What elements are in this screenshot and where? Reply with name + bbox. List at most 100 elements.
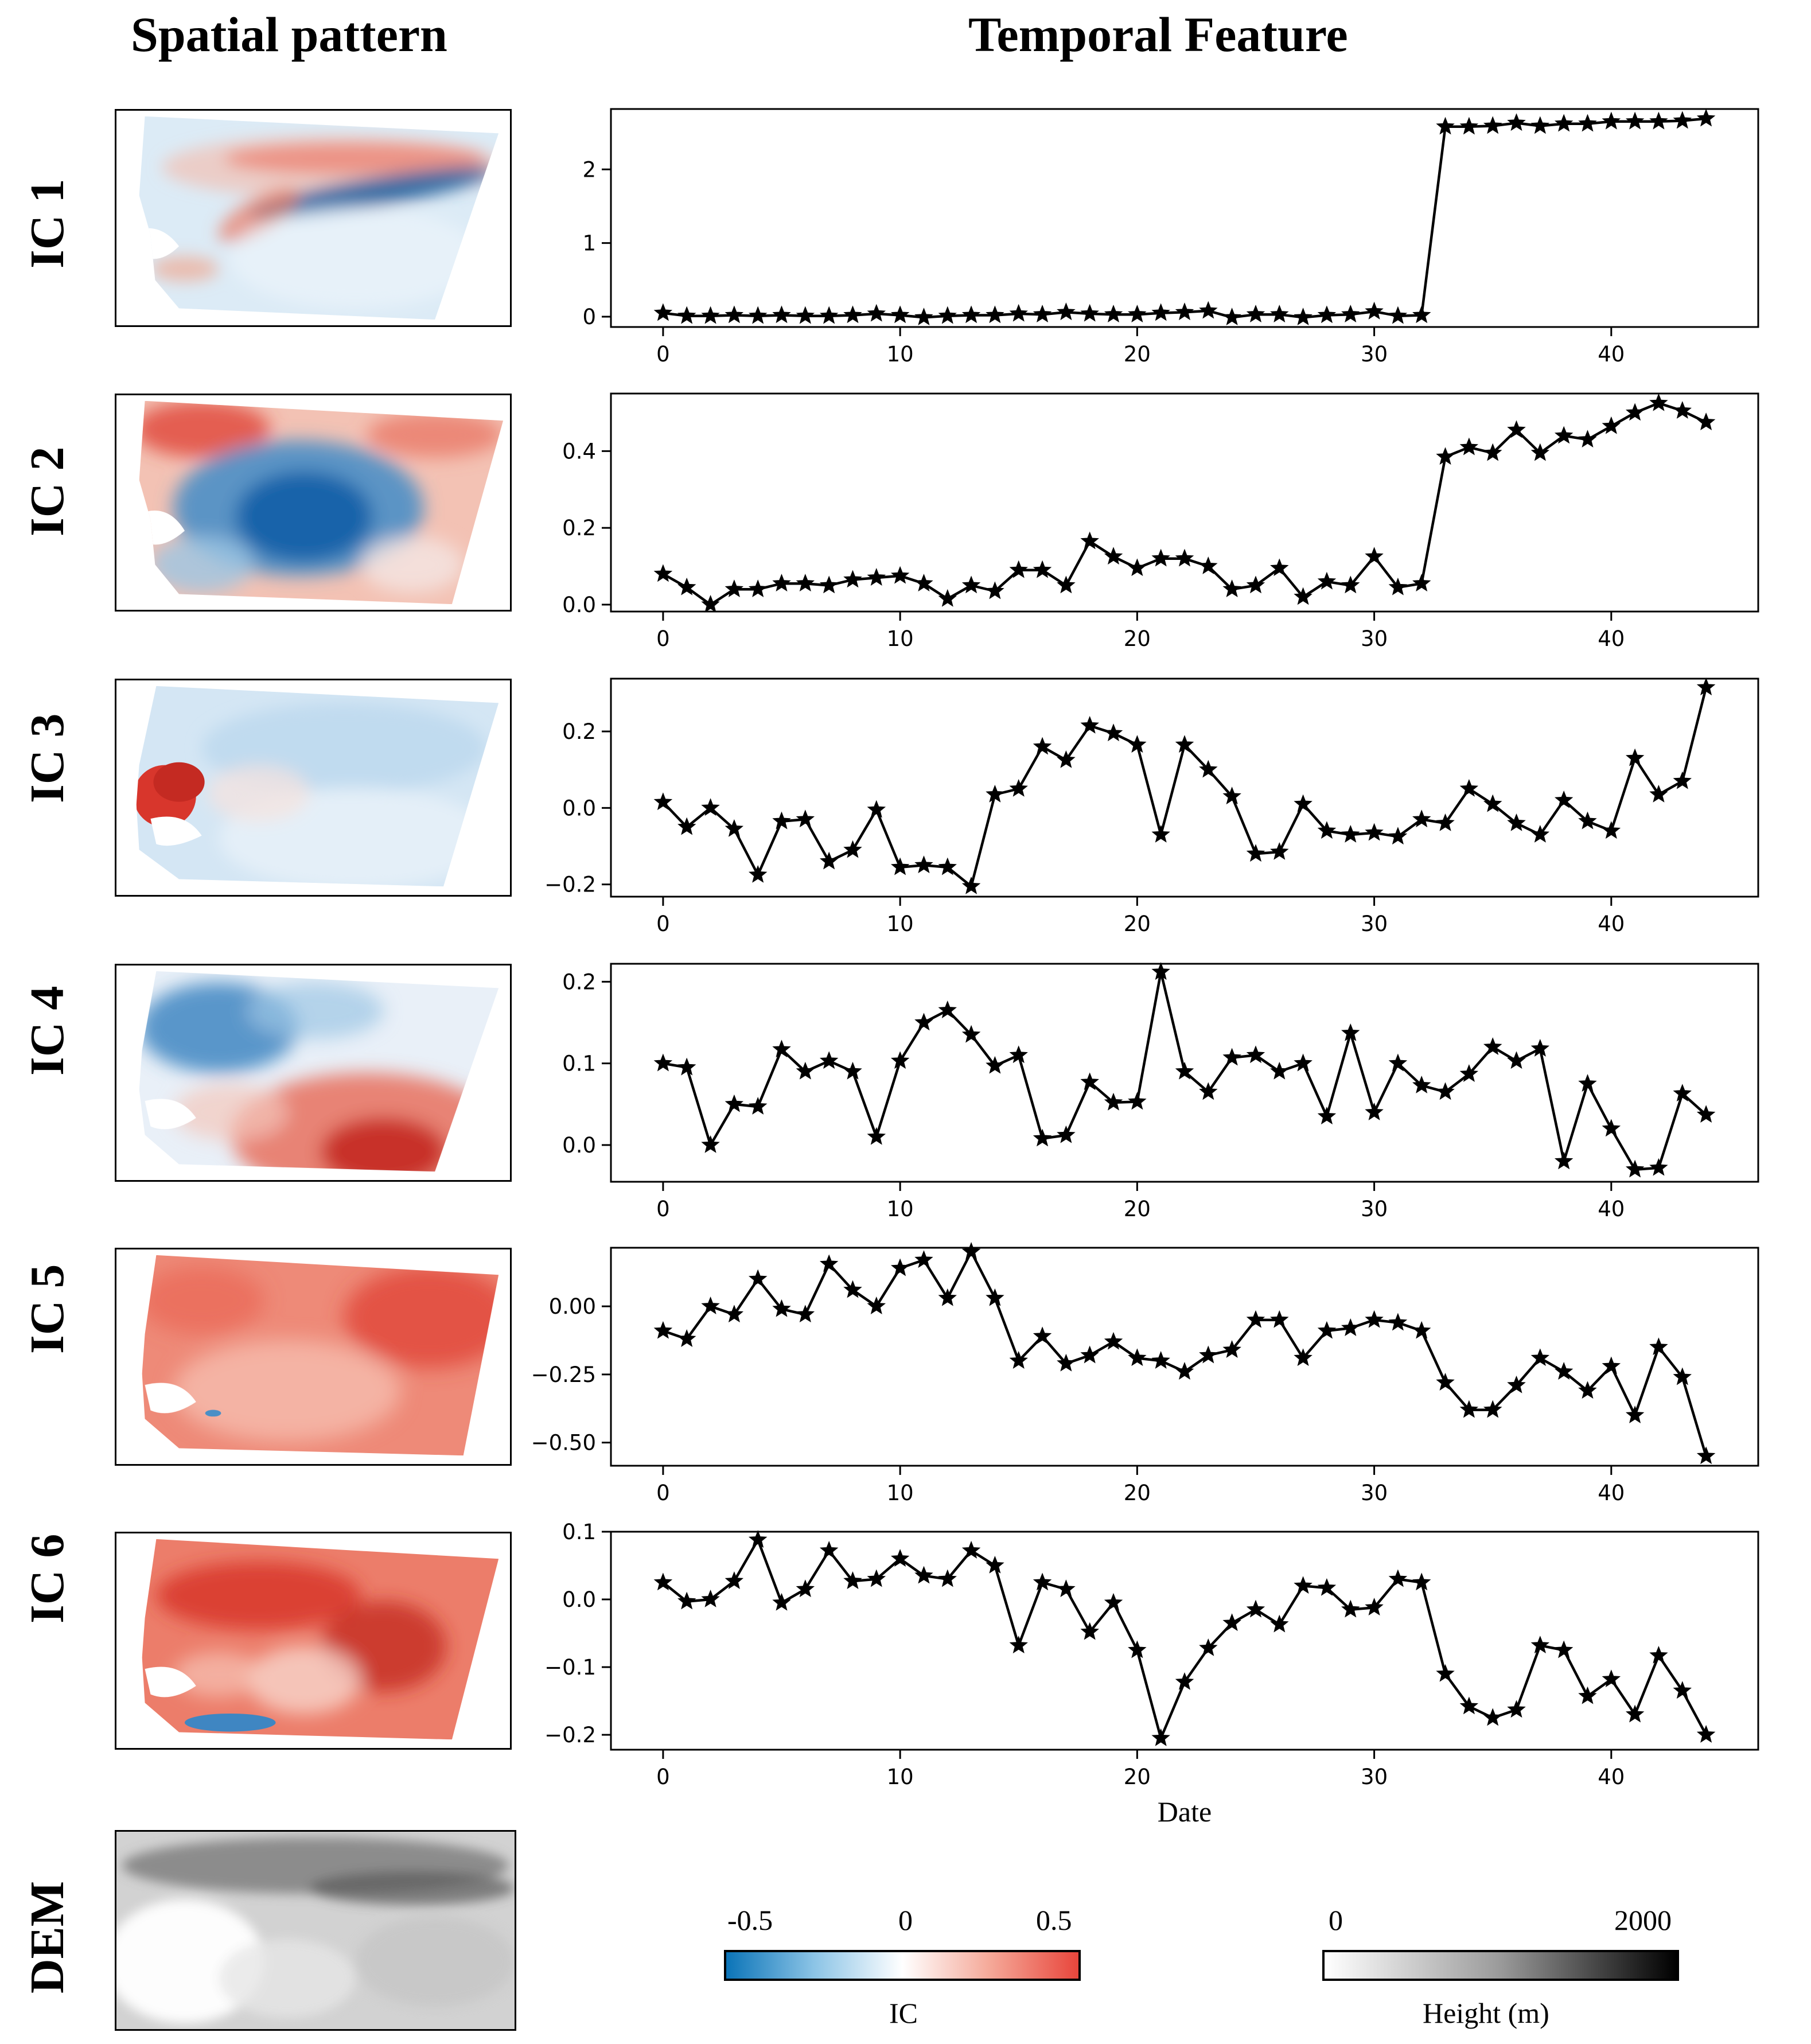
data-point	[1578, 1074, 1597, 1092]
x-tick-label: 20	[1124, 1197, 1151, 1221]
data-point	[1294, 1576, 1313, 1594]
chart-frame	[610, 1531, 1759, 1751]
data-point	[1175, 1672, 1194, 1690]
data-point	[1673, 1367, 1692, 1385]
spatial-map-ic4	[115, 964, 512, 1182]
data-point	[1294, 1348, 1313, 1366]
data-point	[748, 1269, 768, 1287]
data-point	[1009, 303, 1028, 322]
data-point	[961, 1242, 981, 1260]
data-point	[914, 1250, 933, 1268]
data-point	[1673, 111, 1692, 129]
data-point	[938, 1569, 957, 1587]
data-point	[677, 1329, 696, 1347]
data-point	[1673, 771, 1692, 789]
data-point	[1554, 1362, 1574, 1380]
data-point	[1625, 748, 1645, 766]
data-point	[1009, 1045, 1028, 1064]
data-point	[961, 1540, 981, 1559]
data-point	[1649, 1158, 1668, 1176]
temporal-chart-ic4: 0.0 0.1 0.2 0 10 20 30 40	[562, 962, 1759, 1221]
data-point	[1602, 416, 1621, 434]
data-point	[1199, 1638, 1218, 1656]
data-point	[961, 876, 981, 894]
data-point	[1602, 111, 1621, 130]
data-point	[1222, 787, 1241, 805]
data-point	[653, 1572, 673, 1591]
chart-frame	[610, 678, 1759, 898]
data-point	[1602, 1119, 1621, 1137]
series-line	[662, 402, 1707, 606]
x-tick-label: 30	[1361, 1197, 1388, 1221]
data-point	[1104, 723, 1123, 742]
data-point	[1080, 1345, 1099, 1364]
data-point	[1246, 1310, 1265, 1328]
data-point	[1436, 116, 1455, 135]
data-point	[748, 579, 768, 597]
data-point	[1009, 1351, 1028, 1369]
data-point	[867, 1297, 886, 1314]
data-point	[653, 564, 673, 582]
data-point	[1270, 558, 1289, 577]
data-point	[1388, 1313, 1408, 1331]
y-tick-label: 0.2	[562, 516, 596, 540]
data-point	[1270, 1614, 1289, 1633]
series-line	[663, 117, 1707, 319]
data-point	[1365, 547, 1384, 565]
data-point	[1696, 1724, 1716, 1743]
data-point	[1222, 1613, 1241, 1632]
data-point	[1057, 1125, 1076, 1143]
x-tick-label: 40	[1598, 912, 1625, 936]
ic-colorbar-tick-zero: 0	[898, 1904, 913, 1936]
x-tick-label: 10	[887, 1197, 914, 1221]
ic-colorbar-tick-neg: -0.5	[727, 1904, 773, 1936]
data-point	[938, 857, 957, 875]
data-point	[1128, 1348, 1147, 1366]
data-point	[1365, 1598, 1384, 1615]
data-point	[1507, 1051, 1526, 1069]
data-point	[1365, 1102, 1384, 1120]
y-tick-label: 1	[582, 231, 596, 256]
data-point	[1649, 784, 1668, 803]
data-point	[1128, 558, 1147, 577]
data-point	[772, 1593, 791, 1611]
data-point	[961, 575, 981, 594]
x-tick-label: 10	[887, 626, 914, 651]
y-tick-label: 2	[582, 157, 596, 182]
data-point	[1151, 548, 1170, 567]
data-point	[1625, 1406, 1645, 1423]
data-point	[725, 1571, 744, 1589]
temporal-chart-ic3: −0.2 0.0 0.2 0 10 20 30 40	[544, 678, 1759, 936]
data-point	[1246, 844, 1265, 862]
data-point	[843, 1571, 862, 1589]
data-point	[1412, 1321, 1431, 1339]
x-tick-label: 10	[887, 342, 914, 367]
data-point	[1009, 560, 1028, 578]
data-point	[890, 857, 910, 875]
chart-frame	[610, 963, 1759, 1183]
data-point	[1175, 1362, 1194, 1380]
data-point	[653, 303, 673, 321]
data-point	[1625, 111, 1645, 130]
data-point	[1151, 1728, 1170, 1746]
data-point	[1057, 1579, 1076, 1598]
series-line	[662, 1538, 1708, 1740]
data-point	[701, 1589, 720, 1607]
data-point	[1341, 1023, 1360, 1041]
data-point	[748, 1097, 768, 1115]
data-point	[938, 1288, 957, 1306]
ic-colorbar	[724, 1950, 1081, 1981]
x-tick-label: 30	[1361, 342, 1388, 367]
data-point	[1530, 824, 1550, 843]
data-point	[701, 1297, 720, 1314]
y-tick-label: −0.2	[544, 873, 596, 897]
data-point	[1128, 305, 1147, 322]
data-point	[1483, 116, 1502, 134]
data-point	[796, 306, 815, 324]
data-point	[1222, 1048, 1241, 1066]
data-point	[1507, 420, 1526, 438]
data-point	[1317, 1107, 1337, 1124]
data-point	[914, 307, 933, 326]
